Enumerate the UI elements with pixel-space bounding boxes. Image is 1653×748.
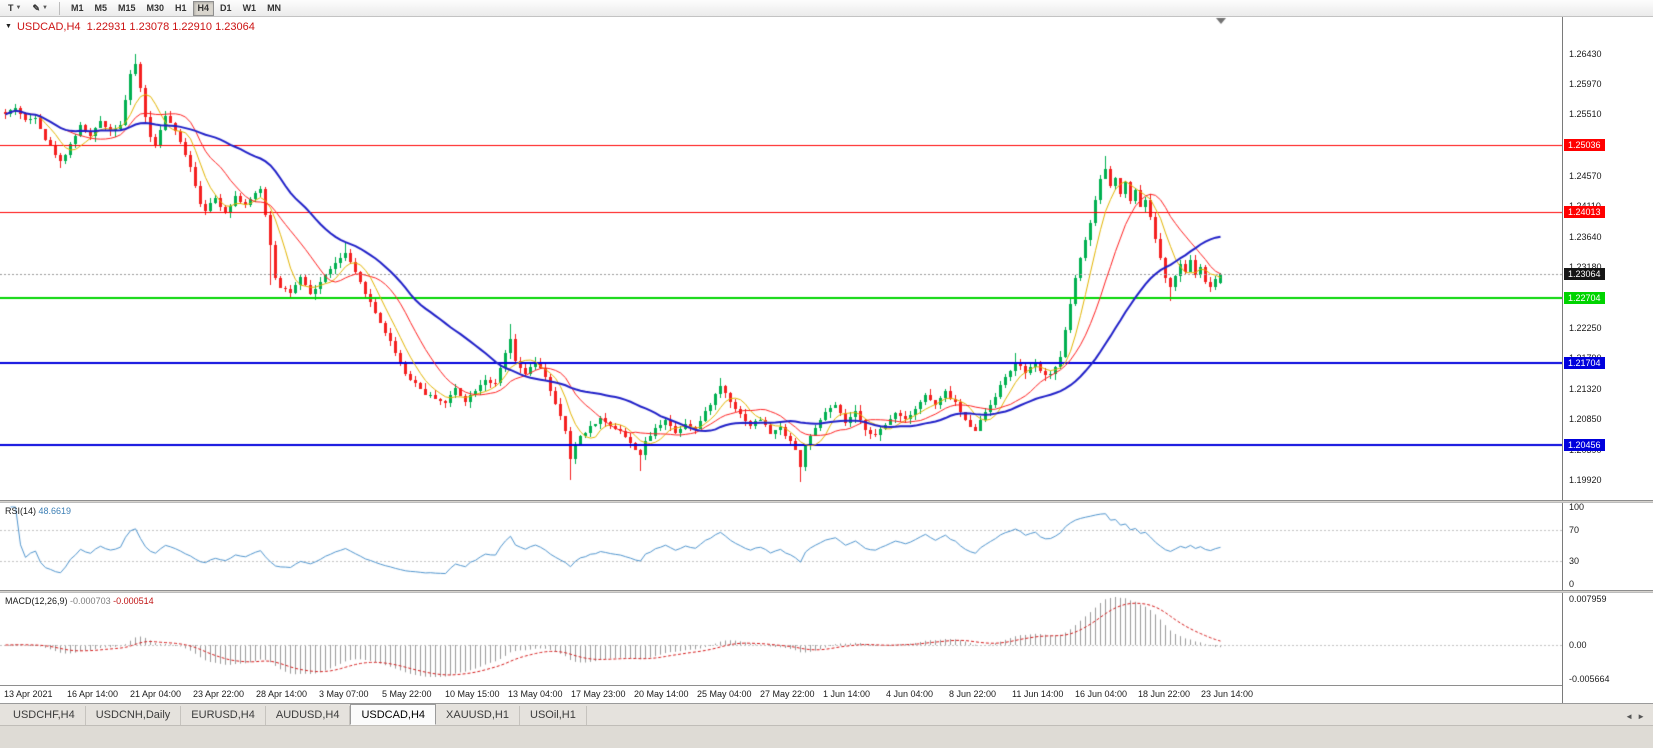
macd-signal-value: -0.000514 [113,596,154,606]
dropdown-arrow-icon: ▼ [42,5,48,11]
current-price-label: 1.23064 [1564,268,1605,281]
rsi-level-label: 0 [1569,579,1575,589]
toolbar-separator [58,1,60,15]
rsi-indicator-label: RSI(14) 48.6619 [5,506,71,516]
timeframe-mn-button[interactable]: MN [262,1,286,16]
status-strip [0,725,1653,748]
timeframe-buttons: M1 M5 M15 M30 H1 H4 D1 W1 MN [66,0,286,16]
price-tick-label: 1.26430 [1569,48,1602,59]
timeframe-h1-button[interactable]: H1 [170,1,192,16]
rsi-value: 48.6619 [38,506,72,516]
macd-main-value: -0.000703 [70,596,111,606]
chart-tab-usdcnh-daily[interactable]: USDCNH,Daily [86,706,182,725]
tab-scroll-controls: ◄ ► [1625,712,1653,725]
price-axis[interactable]: 1.264301.259701.255101.250501.245701.241… [1562,17,1653,703]
timeframe-m1-button[interactable]: M1 [66,1,89,16]
macd-level-label: 0.007959 [1569,594,1607,604]
time-axis-label: 16 Jun 04:00 [1075,689,1128,699]
timeframe-h4-button[interactable]: H4 [192,0,215,16]
price-tick-label: 1.20850 [1569,414,1602,425]
time-axis-label: 23 Jun 14:00 [1201,689,1254,699]
time-axis-label: 4 Jun 04:00 [886,689,934,699]
chart-tab-usdchf-h4[interactable]: USDCHF,H4 [3,706,86,725]
rsi-level-label: 30 [1569,555,1580,566]
chart-tab-audusd-h4[interactable]: AUDUSD,H4 [266,706,351,725]
price-tick-label: 1.25510 [1569,108,1602,119]
price-tick-label: 1.23640 [1569,231,1602,242]
time-axis-label: 11 Jun 14:00 [1012,689,1064,699]
price-tick-label: 1.19920 [1569,475,1602,486]
panel-separator[interactable] [0,500,1653,503]
time-axis-label: 10 May 15:00 [445,689,500,699]
chart-tab-eurusd-h4[interactable]: EURUSD,H4 [181,706,266,725]
time-axis-label: 5 May 22:00 [382,689,432,699]
price-tick-label: 1.23180 [1569,261,1602,272]
timeframe-w1-button[interactable]: W1 [238,1,262,16]
panel-separator[interactable] [0,590,1653,593]
price-tick-label: 1.24110 [1569,201,1601,211]
chart-toolbar: T ▼ ✎ ▼ M1 M5 M15 M30 H1 H4 D1 W1 MN [0,0,1653,17]
pencil-icon: ✎ [32,2,40,13]
text-tool-label: T [8,3,14,13]
draw-tool-button[interactable]: ✎ ▼ [27,1,53,16]
chart-tabs: USDCHF,H4 USDCNH,Daily EURUSD,H4 AUDUSD,H4 U… [3,704,587,725]
macd-panel-canvas[interactable] [0,593,1562,685]
chart-header: ▼ USDCAD,H4 1.22931 1.23078 1.22910 1.23… [5,21,255,33]
time-axis-label: 17 May 23:00 [571,689,626,699]
time-axis-label: 23 Apr 22:00 [193,689,245,699]
time-axis-label: 13 May 04:00 [508,689,563,699]
hline-price-label: 1.25036 [1564,139,1605,152]
time-axis-label: 1 Jun 14:00 [823,689,871,699]
time-axis-label: 13 Apr 2021 [4,689,53,699]
hline-price-label: 1.20456 [1564,439,1605,452]
price-tick-label: 1.22250 [1569,322,1602,333]
macd-indicator-label: MACD(12,26,9) -0.000703 -0.000514 [5,596,154,606]
time-axis-label: 16 Apr 14:00 [67,689,119,699]
time-axis-label: 3 May 07:00 [319,689,369,699]
time-axis-label: 20 May 14:00 [634,689,689,699]
chart-tabs-bar: USDCHF,H4 USDCNH,Daily EURUSD,H4 AUDUSD,H4 U… [0,703,1653,725]
timeframe-m30-button[interactable]: M30 [142,1,170,16]
time-axis-label: 18 Jun 22:00 [1138,689,1191,699]
rsi-level-label: 100 [1569,502,1585,512]
time-axis-label: 28 Apr 14:00 [256,689,308,699]
price-tick-label: 1.24570 [1569,170,1602,181]
price-tick-label: 1.21320 [1569,383,1602,394]
macd-title: MACD(12,26,9) [5,596,68,606]
hline-price-label: 1.21704 [1564,357,1605,370]
macd-level-label: 0.00 [1569,639,1587,650]
timeframe-d1-button[interactable]: D1 [215,1,237,16]
time-axis-label: 21 Apr 04:00 [130,689,182,699]
chart-window: ▼ USDCAD,H4 1.22931 1.23078 1.22910 1.23… [0,17,1653,703]
rsi-panel-canvas[interactable] [0,503,1562,590]
chart-tab-xauusd-h1[interactable]: XAUUSD,H1 [436,706,520,725]
time-axis-label: 27 May 22:00 [760,689,815,699]
dropdown-arrow-icon: ▼ [15,5,22,11]
hline-price-label: 1.22704 [1564,291,1605,304]
hline-price-label: 1.24013 [1564,206,1605,219]
rsi-title: RSI(14) [5,506,37,516]
chart-tab-usdcad-h4[interactable]: USDCAD,H4 [350,704,437,725]
time-axis[interactable]: 13 Apr 2021 16 Apr 14:00 21 Apr 04:00 23 Ap… [0,685,1562,703]
timeframe-m15-button[interactable]: M15 [113,1,141,16]
rsi-level-label: 70 [1569,525,1580,536]
tab-scroll-right-icon[interactable]: ► [1637,712,1645,721]
price-chart-canvas[interactable] [0,17,1562,500]
price-tick-label: 1.25970 [1569,78,1602,89]
macd-level-label: -0.005664 [1569,674,1610,684]
time-axis-label: 8 Jun 22:00 [949,689,997,699]
collapse-ohlc-icon[interactable]: ▼ [5,23,12,30]
tab-scroll-left-icon[interactable]: ◄ [1625,712,1634,721]
symbol-ohlc-header: USDCAD,H4 1.22931 1.23078 1.22910 1.2306… [16,21,255,33]
chart-tab-usoil-h1[interactable]: USOil,H1 [520,706,587,725]
time-axis-label: 25 May 04:00 [697,689,752,699]
text-tool-button[interactable]: T ▼ [3,1,26,16]
timeframe-m5-button[interactable]: M5 [89,1,112,16]
